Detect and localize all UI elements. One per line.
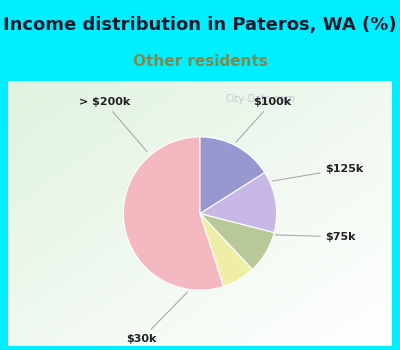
Text: $125k: $125k xyxy=(272,164,364,181)
Wedge shape xyxy=(200,173,277,232)
Text: Other residents: Other residents xyxy=(133,54,267,69)
Wedge shape xyxy=(200,137,265,214)
Text: $100k: $100k xyxy=(236,97,291,142)
Text: Income distribution in Pateros, WA (%): Income distribution in Pateros, WA (%) xyxy=(3,16,397,34)
Wedge shape xyxy=(200,214,252,286)
Text: $75k: $75k xyxy=(275,232,356,242)
Wedge shape xyxy=(123,137,224,290)
Text: City-Data.com: City-Data.com xyxy=(226,94,295,104)
Text: > $200k: > $200k xyxy=(79,97,147,152)
Wedge shape xyxy=(200,214,274,270)
Text: $30k: $30k xyxy=(126,292,188,344)
